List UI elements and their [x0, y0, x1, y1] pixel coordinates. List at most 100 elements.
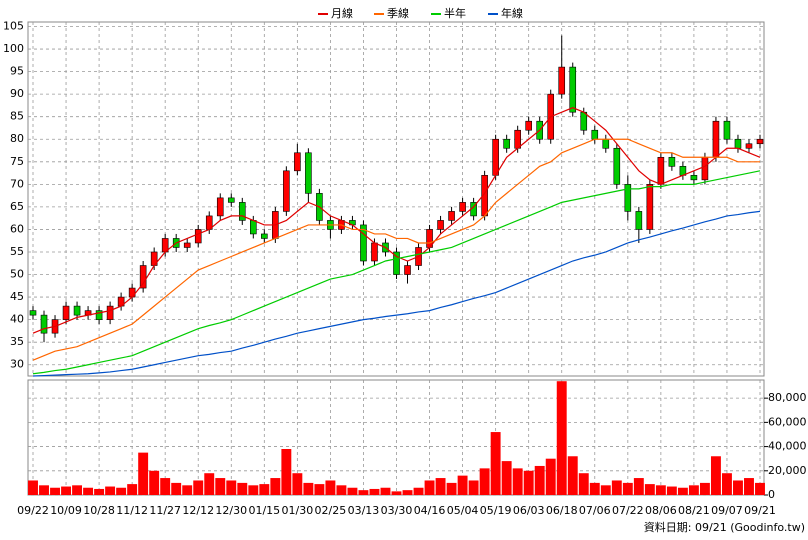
volume-bar: [501, 461, 512, 495]
candle-body: [613, 147, 621, 185]
x-tick-label: 03/13: [348, 504, 380, 517]
volume-bar: [182, 485, 193, 495]
candle-body: [29, 310, 37, 316]
candle-body: [756, 138, 764, 145]
volume-bar: [545, 458, 556, 495]
x-tick-label: 01/30: [282, 504, 314, 517]
candle-body: [459, 202, 466, 212]
y-tick-label: 30: [10, 358, 24, 371]
x-tick-label: 01/15: [248, 504, 280, 517]
caption: 資料日期: 09/21 (Goodinfo.tw): [644, 520, 805, 534]
volume-bar: [611, 480, 622, 495]
candle-body: [371, 242, 378, 262]
x-tick-label: 03/30: [381, 504, 413, 517]
price-panel: [27, 21, 765, 377]
x-tick-label: 07/06: [579, 504, 611, 517]
y-tick-label: 90: [10, 87, 24, 100]
candle-body: [602, 138, 610, 149]
volume-bar: [479, 468, 490, 495]
legend-label: 月線: [331, 6, 353, 20]
volume-bar: [644, 484, 655, 495]
y2-tick-label: 0: [768, 488, 775, 501]
volume-bar: [105, 486, 116, 495]
volume-bar: [721, 473, 732, 495]
candle-body: [448, 211, 455, 221]
y-tick-label: 45: [10, 290, 24, 303]
volume-bar: [127, 484, 138, 495]
volume-bar: [347, 487, 358, 495]
y-tick-label: 85: [10, 110, 24, 123]
candle-body: [712, 120, 720, 158]
y-tick-label: 65: [10, 200, 24, 213]
candle-body: [73, 305, 81, 316]
candle-body: [194, 229, 202, 244]
volume-bar: [39, 485, 49, 495]
legend-label: 年線: [501, 6, 523, 20]
y-tick-label: 50: [10, 268, 24, 281]
x-tick-label: 09/22: [17, 504, 49, 517]
candle-body: [503, 138, 510, 149]
volume-bar: [457, 475, 468, 495]
candle-body: [492, 138, 499, 176]
volume-bar: [710, 456, 721, 495]
volume-bar: [303, 482, 314, 495]
volume-bar: [171, 482, 182, 495]
y-tick-label: 70: [10, 177, 24, 190]
x-tick-label: 05/19: [480, 504, 512, 517]
y-tick-label: 100: [3, 42, 24, 55]
volume-bar: [380, 487, 391, 495]
x-tick-label: 11/12: [116, 504, 148, 517]
volume-bar: [755, 482, 765, 495]
candle-body: [437, 220, 444, 230]
ma-line: [32, 138, 760, 361]
volume-bar: [468, 480, 479, 495]
volume-bar: [358, 490, 369, 495]
volume-bar: [699, 482, 710, 495]
volume-bar: [424, 480, 435, 495]
volume-bar: [193, 480, 204, 495]
candle-body: [283, 170, 290, 212]
candle-body: [139, 265, 147, 289]
volume-bar: [215, 478, 226, 495]
candle-body: [216, 197, 224, 217]
volume-bar: [237, 482, 248, 495]
candle-body: [558, 66, 566, 95]
volume-bar: [655, 485, 666, 495]
volume-bar: [61, 486, 72, 495]
x-tick-label: 11/27: [149, 504, 181, 517]
candle-body: [95, 310, 103, 320]
volume-bar: [677, 487, 688, 495]
candle-body: [635, 211, 643, 230]
volume-bar: [446, 482, 457, 495]
volume-bar: [589, 482, 600, 495]
y-tick-label: 60: [10, 222, 24, 235]
y-tick-label: 95: [10, 65, 24, 78]
candle-body: [525, 120, 532, 131]
volume-bar: [567, 456, 578, 495]
candle-body: [591, 129, 599, 140]
candle-body: [657, 156, 665, 185]
candle-body: [250, 220, 257, 235]
volume-bar: [336, 485, 347, 495]
x-tick-label: 10/28: [83, 504, 115, 517]
volume-bar: [413, 487, 424, 495]
volume-bar: [226, 480, 237, 495]
candle-body: [227, 197, 235, 203]
legend-label: 季線: [387, 6, 409, 20]
volume-bar: [116, 487, 127, 495]
volume-bar: [325, 480, 336, 495]
candle-body: [745, 143, 753, 149]
candle-body: [569, 66, 577, 113]
y-tick-label: 40: [10, 313, 24, 326]
y-tick-label: 75: [10, 155, 24, 168]
candle-body: [646, 184, 654, 230]
y2-tick-label: 60,000: [768, 415, 807, 428]
y2-tick-label: 20,000: [768, 464, 807, 477]
volume-bar: [600, 485, 611, 495]
ma-line: [32, 170, 761, 375]
x-tick-label: 07/22: [612, 504, 644, 517]
volume-bar: [83, 487, 94, 495]
volume-bar: [204, 473, 215, 495]
candle-body: [128, 287, 136, 298]
y-tick-label: 105: [3, 20, 24, 33]
